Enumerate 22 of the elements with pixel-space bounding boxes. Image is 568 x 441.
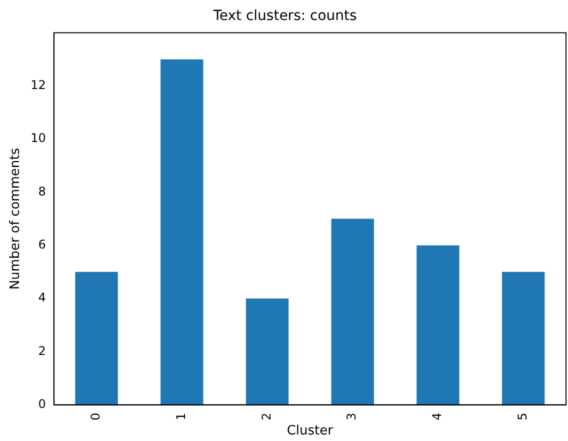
bar	[331, 218, 374, 405]
x-tick-label: 1	[174, 412, 188, 420]
x-axis-title: Cluster	[286, 424, 334, 439]
chart-title: Text clusters: counts	[212, 8, 357, 24]
bar	[246, 298, 289, 405]
y-tick-label: 12	[30, 78, 46, 92]
y-axis-title: Number of comments	[8, 148, 24, 290]
x-tick-label: 5	[515, 412, 530, 420]
x-tick-label: 4	[430, 412, 444, 420]
bar	[502, 272, 545, 405]
y-tick-label: 8	[38, 184, 46, 198]
y-tick-label: 4	[38, 290, 46, 305]
y-tick-label: 10	[30, 131, 46, 146]
x-tick-label: 3	[344, 412, 359, 420]
bar	[75, 272, 118, 405]
y-tick-label: 6	[38, 237, 46, 252]
bar	[416, 245, 460, 405]
y-tick-label: 0	[38, 396, 46, 411]
x-tick-label: 2	[259, 412, 274, 420]
y-tick-label: 2	[38, 344, 46, 358]
x-tick-label: 0	[88, 412, 103, 420]
bar	[160, 59, 204, 405]
